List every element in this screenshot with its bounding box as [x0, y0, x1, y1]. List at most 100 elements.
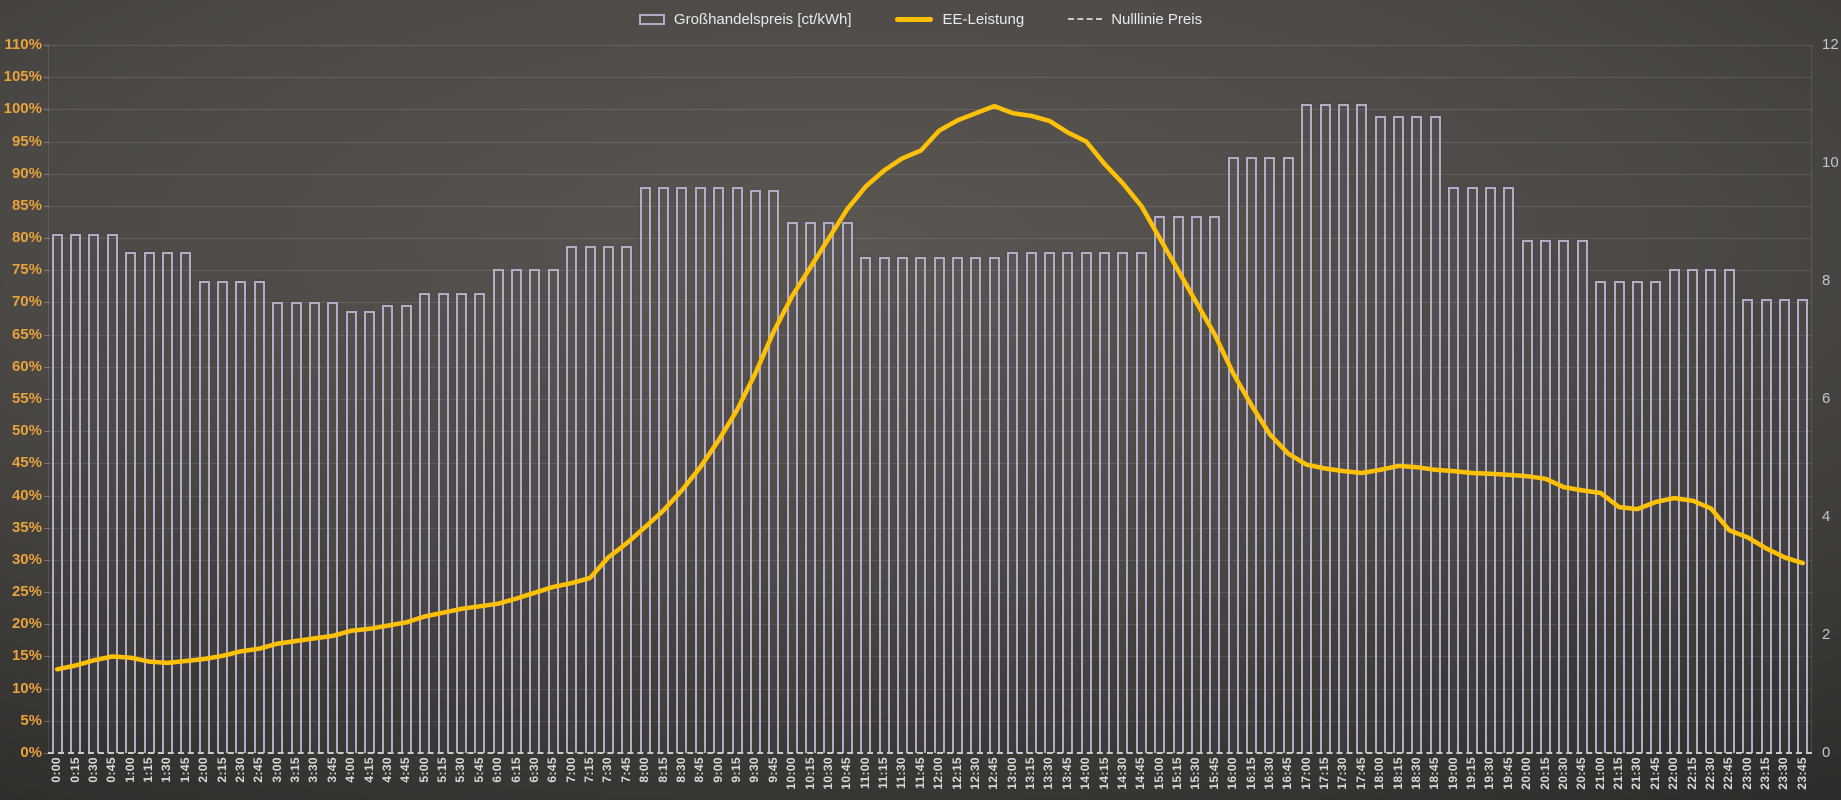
- price-bar[interactable]: [529, 269, 541, 753]
- price-bar[interactable]: [1484, 186, 1496, 753]
- price-bar[interactable]: [1466, 186, 1478, 753]
- price-bar[interactable]: [841, 222, 853, 753]
- price-bar[interactable]: [584, 245, 596, 753]
- price-bar[interactable]: [915, 257, 927, 753]
- price-bar[interactable]: [1687, 269, 1699, 753]
- price-bar[interactable]: [1650, 281, 1662, 753]
- price-bar[interactable]: [51, 233, 63, 753]
- price-bar[interactable]: [1337, 104, 1349, 753]
- price-bar[interactable]: [658, 186, 670, 753]
- price-bar[interactable]: [1043, 251, 1055, 753]
- price-bar[interactable]: [1393, 115, 1405, 753]
- price-bar[interactable]: [308, 301, 320, 753]
- price-bar[interactable]: [1613, 281, 1625, 753]
- price-bar[interactable]: [437, 292, 449, 753]
- price-bar[interactable]: [290, 301, 302, 753]
- price-bar[interactable]: [823, 222, 835, 753]
- price-bar[interactable]: [1301, 104, 1313, 753]
- price-bar[interactable]: [511, 269, 523, 753]
- price-bar[interactable]: [1631, 281, 1643, 753]
- ee-leistung-line[interactable]: [48, 45, 1812, 753]
- price-bar[interactable]: [1172, 216, 1184, 753]
- price-bar[interactable]: [786, 222, 798, 753]
- legend-item-ee-leistung[interactable]: EE-Leistung: [895, 11, 1024, 28]
- price-bar[interactable]: [161, 251, 173, 753]
- price-bar[interactable]: [639, 186, 651, 753]
- price-bar[interactable]: [896, 257, 908, 753]
- price-bar[interactable]: [1778, 298, 1790, 753]
- price-bar[interactable]: [970, 257, 982, 753]
- price-bar[interactable]: [1558, 239, 1570, 753]
- price-bar[interactable]: [952, 257, 964, 753]
- price-bar[interactable]: [1576, 239, 1588, 753]
- price-bar[interactable]: [1080, 251, 1092, 753]
- x-axis-label: 14:45: [1133, 757, 1148, 790]
- price-bar[interactable]: [1062, 251, 1074, 753]
- price-bar[interactable]: [621, 245, 633, 753]
- price-bar[interactable]: [143, 251, 155, 753]
- price-bar[interactable]: [272, 301, 284, 753]
- price-bar[interactable]: [1190, 216, 1202, 753]
- price-bar[interactable]: [731, 186, 743, 753]
- price-bar[interactable]: [1025, 251, 1037, 753]
- price-bar[interactable]: [1135, 251, 1147, 753]
- price-bar[interactable]: [933, 257, 945, 753]
- price-bar[interactable]: [364, 310, 376, 753]
- legend-item-grosshandelspreis[interactable]: Großhandelspreis [ct/kWh]: [638, 11, 851, 28]
- price-bar[interactable]: [88, 233, 100, 753]
- price-bar[interactable]: [713, 186, 725, 753]
- price-bar[interactable]: [455, 292, 467, 753]
- price-bar[interactable]: [235, 281, 247, 753]
- price-bar[interactable]: [768, 189, 780, 753]
- price-bar[interactable]: [400, 304, 412, 753]
- price-bar[interactable]: [382, 304, 394, 753]
- price-bar[interactable]: [547, 269, 559, 753]
- price-bar[interactable]: [1209, 216, 1221, 753]
- price-bar[interactable]: [988, 257, 1000, 753]
- price-bar[interactable]: [1540, 239, 1552, 753]
- price-bar[interactable]: [492, 269, 504, 753]
- price-bar[interactable]: [1099, 251, 1111, 753]
- price-bar[interactable]: [1595, 281, 1607, 753]
- price-bar[interactable]: [1503, 186, 1515, 753]
- legend-item-nulllinie[interactable]: Nulllinie Preis: [1068, 11, 1202, 28]
- price-bar[interactable]: [1521, 239, 1533, 753]
- price-bar[interactable]: [1227, 157, 1239, 753]
- price-bar[interactable]: [566, 245, 578, 753]
- price-bar[interactable]: [1154, 216, 1166, 753]
- price-bar[interactable]: [125, 251, 137, 753]
- price-bar[interactable]: [676, 186, 688, 753]
- price-bar[interactable]: [749, 189, 761, 753]
- price-bar[interactable]: [1374, 115, 1386, 753]
- price-bar[interactable]: [1723, 269, 1735, 753]
- price-bar[interactable]: [198, 281, 210, 753]
- price-bar[interactable]: [1411, 115, 1423, 753]
- x-axis-label: 7:00: [563, 757, 578, 783]
- price-bar[interactable]: [1319, 104, 1331, 753]
- price-bar[interactable]: [1356, 104, 1368, 753]
- ee-leistung-path[interactable]: [54, 103, 1806, 672]
- price-bar[interactable]: [217, 281, 229, 753]
- price-bar[interactable]: [253, 281, 265, 753]
- price-bar[interactable]: [1742, 298, 1754, 753]
- price-bar[interactable]: [1264, 157, 1276, 753]
- price-bar[interactable]: [805, 222, 817, 753]
- price-bar[interactable]: [106, 233, 118, 753]
- price-bar[interactable]: [70, 233, 82, 753]
- price-bar[interactable]: [1668, 269, 1680, 753]
- price-bar[interactable]: [345, 310, 357, 753]
- price-bar[interactable]: [474, 292, 486, 753]
- price-bar[interactable]: [1760, 298, 1772, 753]
- x-axis-label: 8:30: [673, 757, 688, 783]
- price-bar[interactable]: [1007, 251, 1019, 753]
- price-bar[interactable]: [1429, 115, 1441, 753]
- price-bar[interactable]: [180, 251, 192, 753]
- price-bar[interactable]: [1246, 157, 1258, 753]
- price-bar[interactable]: [419, 292, 431, 753]
- price-bar[interactable]: [602, 245, 614, 753]
- price-bar[interactable]: [878, 257, 890, 753]
- price-bar[interactable]: [1797, 298, 1809, 753]
- price-bar[interactable]: [327, 301, 339, 753]
- price-bar[interactable]: [1117, 251, 1129, 753]
- price-bar[interactable]: [860, 257, 872, 753]
